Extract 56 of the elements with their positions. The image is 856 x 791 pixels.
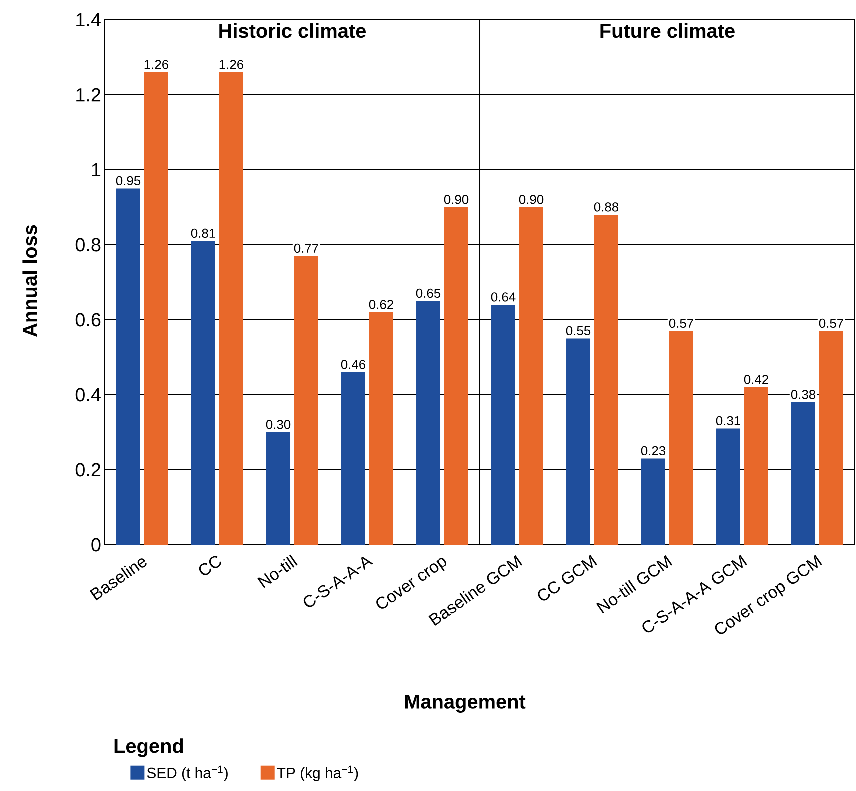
- bar: [294, 256, 319, 545]
- data-label: 0.42: [744, 375, 768, 384]
- y-tick-label: 0.6: [76, 313, 101, 327]
- bar: [642, 458, 666, 545]
- data-label: 0.88: [594, 202, 619, 212]
- data-label: 0.46: [341, 360, 366, 370]
- y-tick-label: 0.8: [76, 238, 101, 252]
- legend-title: Legend: [114, 738, 184, 758]
- legend-label: SED (t ha$^{−1}$): [147, 766, 228, 782]
- bar: [444, 207, 469, 545]
- bar: [266, 432, 291, 545]
- x-tick-label: CC: [199, 556, 222, 576]
- data-label: 0.55: [566, 326, 591, 336]
- bar: [820, 331, 844, 545]
- bar: [192, 241, 216, 545]
- y-tick-label: 0.4: [76, 388, 101, 402]
- bar: [594, 214, 619, 545]
- data-label: 1.26: [220, 60, 244, 70]
- bar: [116, 188, 140, 545]
- data-label: 0.95: [116, 176, 141, 186]
- bar: [566, 338, 591, 545]
- data-label: 0.23: [641, 446, 666, 456]
- data-label: 0.77: [294, 244, 318, 254]
- data-label: 0.57: [669, 318, 694, 328]
- annotation: Historic climate: [220, 24, 366, 38]
- data-label: 1.26: [144, 60, 169, 70]
- data-label: 0.30: [266, 420, 291, 430]
- bar: [670, 331, 694, 545]
- data-label: 0.57: [819, 318, 844, 328]
- data-label: 0.81: [191, 228, 216, 238]
- bar: [792, 402, 816, 545]
- y-tick-label: 0: [92, 538, 101, 552]
- data-label: 0.38: [791, 390, 816, 400]
- bar: [716, 428, 741, 545]
- y-tick-label: 1.4: [76, 13, 101, 27]
- bar: [492, 304, 516, 545]
- data-label: 0.90: [519, 195, 544, 204]
- annotation: Future climate: [600, 24, 735, 38]
- bar: [520, 207, 544, 545]
- data-label: 0.65: [416, 288, 441, 298]
- data-label: 0.62: [369, 300, 394, 310]
- bar: [744, 388, 769, 545]
- bar: [342, 372, 366, 545]
- y-tick-label: 0.2: [76, 463, 101, 477]
- data-label: 0.90: [444, 195, 469, 204]
- legend-label: TP (kg ha$^{−1}$): [277, 766, 358, 782]
- data-label: 0.64: [491, 292, 516, 302]
- bar: [370, 312, 394, 545]
- x-axis-title: Management: [405, 695, 526, 713]
- y-tick-label: 1: [92, 163, 101, 177]
- bar: [220, 72, 244, 545]
- bar: [144, 72, 168, 545]
- y-axis-title: Annual loss: [22, 225, 38, 337]
- y-tick-label: 1.2: [76, 88, 101, 102]
- bar: [416, 301, 441, 545]
- data-label: 0.31: [716, 416, 740, 426]
